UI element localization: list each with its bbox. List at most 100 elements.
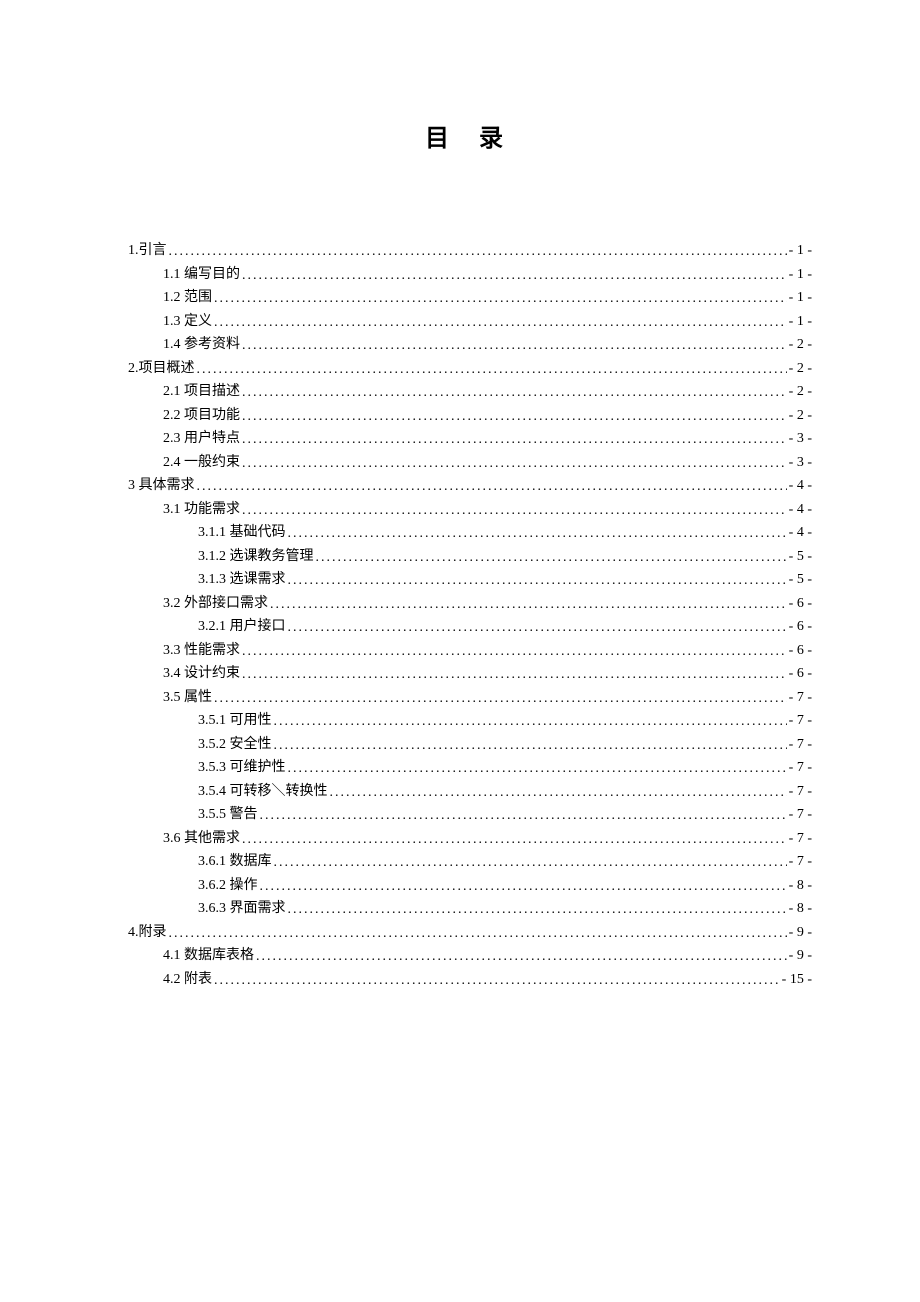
toc-entry-label: 3.1.3 选课需求 <box>198 568 286 592</box>
toc-leader-dots <box>214 287 787 311</box>
toc-entry: 3.1.2 选课教务管理 - 5 - <box>128 545 812 569</box>
toc-entry-label: 3 具体需求 <box>128 474 195 498</box>
toc-entry-label: 3.4 设计约束 <box>163 662 240 686</box>
toc-entry-page: - 15 - <box>782 968 812 992</box>
toc-leader-dots <box>288 616 787 640</box>
toc-leader-dots <box>242 381 787 405</box>
toc-entry-page: - 1 - <box>789 263 812 287</box>
toc-entry: 2.3 用户特点- 3 - <box>128 427 812 451</box>
toc-leader-dots <box>270 593 787 617</box>
toc-leader-dots <box>169 922 787 946</box>
toc-entry-page: - 1 - <box>789 310 812 334</box>
toc-entry-page: - 4 - <box>789 474 812 498</box>
toc-entry-page: - 7 - <box>789 756 812 780</box>
toc-entry-page: - 1 - <box>789 239 812 263</box>
toc-leader-dots <box>316 546 787 570</box>
toc-leader-dots <box>242 640 787 664</box>
toc-leader-dots <box>274 851 787 875</box>
toc-entry-label: 4.2 附表 <box>163 968 212 992</box>
toc-entry-page: - 6 - <box>789 639 812 663</box>
toc-entry-label: 1.引言 <box>128 239 167 263</box>
toc-entry: 4.2 附表 - 15 - <box>128 968 812 992</box>
toc-entry-label: 3.5.4 可转移＼转换性 <box>198 780 328 804</box>
toc-entry-label: 4.附录 <box>128 921 167 945</box>
toc-entry-label: 3.5.1 可用性 <box>198 709 272 733</box>
toc-leader-dots <box>242 334 787 358</box>
toc-leader-dots <box>197 475 787 499</box>
toc-title: 目 录 <box>128 118 812 153</box>
toc-entry-label: 3.5.5 警告 <box>198 803 258 827</box>
toc-entry-label: 3.1.1 基础代码 <box>198 521 286 545</box>
toc-entry: 2.4 一般约束- 3 - <box>128 451 812 475</box>
toc-leader-dots <box>274 734 787 758</box>
toc-entry: 3.1.3 选课需求 - 5 - <box>128 568 812 592</box>
toc-leader-dots <box>169 240 787 264</box>
table-of-contents: 1.引言 - 1 - 1.1 编写目的 - 1 - 1.2 范围 - 1 - 1.3 定义 -… <box>128 239 812 991</box>
toc-leader-dots <box>260 875 787 899</box>
toc-entry-page: - 2 - <box>789 380 812 404</box>
toc-entry-label: 3.1.2 选课教务管理 <box>198 545 314 569</box>
toc-entry-page: - 4 - <box>789 498 812 522</box>
toc-entry-label: 2.项目概述 <box>128 357 195 381</box>
toc-entry: 3.6.3 界面需求- 8 - <box>128 897 812 921</box>
toc-entry-label: 3.5.2 安全性 <box>198 733 272 757</box>
toc-entry-label: 3.3 性能需求 <box>163 639 240 663</box>
toc-entry-page: - 7 - <box>789 709 812 733</box>
toc-entry: 4.1 数据库表格 - 9 - <box>128 944 812 968</box>
toc-leader-dots <box>288 898 787 922</box>
toc-leader-dots <box>242 452 787 476</box>
toc-entry-page: - 7 - <box>789 733 812 757</box>
toc-entry: 2.1 项目描述- 2 - <box>128 380 812 404</box>
toc-leader-dots <box>214 687 787 711</box>
toc-entry-label: 4.1 数据库表格 <box>163 944 254 968</box>
toc-leader-dots <box>260 804 787 828</box>
toc-entry: 3.5.3 可维护性 - 7 - <box>128 756 812 780</box>
toc-entry-label: 1.4 参考资料 <box>163 333 240 357</box>
toc-entry: 3.5 属性 - 7 - <box>128 686 812 710</box>
toc-entry: 3.1 功能需求- 4 - <box>128 498 812 522</box>
toc-leader-dots <box>288 569 787 593</box>
toc-leader-dots <box>242 499 787 523</box>
toc-entry-label: 1.2 范围 <box>163 286 212 310</box>
toc-entry: 1.4 参考资料- 2 - <box>128 333 812 357</box>
toc-entry-page: - 6 - <box>789 592 812 616</box>
toc-entry: 1.引言 - 1 - <box>128 239 812 263</box>
toc-entry: 3.6.2 操作- 8 - <box>128 874 812 898</box>
toc-entry-page: - 9 - <box>789 921 812 945</box>
toc-entry-page: - 7 - <box>789 686 812 710</box>
toc-leader-dots <box>242 828 787 852</box>
toc-entry-label: 1.1 编写目的 <box>163 263 240 287</box>
toc-entry-label: 3.5.3 可维护性 <box>198 756 286 780</box>
toc-leader-dots <box>288 522 787 546</box>
toc-entry-page: - 5 - <box>789 545 812 569</box>
toc-entry: 3.2.1 用户接口- 6 - <box>128 615 812 639</box>
toc-entry-page: - 2 - <box>789 357 812 381</box>
toc-entry-label: 3.5 属性 <box>163 686 212 710</box>
toc-leader-dots <box>330 781 787 805</box>
toc-entry-page: - 1 - <box>789 286 812 310</box>
toc-entry: 3.5.5 警告 - 7 - <box>128 803 812 827</box>
toc-entry-page: - 8 - <box>789 874 812 898</box>
toc-entry-label: 2.2 项目功能 <box>163 404 240 428</box>
toc-entry-label: 3.6.1 数据库 <box>198 850 272 874</box>
toc-entry-label: 3.6 其他需求 <box>163 827 240 851</box>
toc-entry-label: 1.3 定义 <box>163 310 212 334</box>
toc-entry-page: - 7 - <box>789 803 812 827</box>
toc-entry-page: - 2 - <box>789 404 812 428</box>
toc-entry-page: - 6 - <box>789 615 812 639</box>
toc-entry-label: 2.3 用户特点 <box>163 427 240 451</box>
document-page: 目 录 1.引言 - 1 - 1.1 编写目的 - 1 - 1.2 范围 - 1 - 1.3… <box>0 0 920 991</box>
toc-entry: 3.2 外部接口需求- 6 - <box>128 592 812 616</box>
toc-entry-page: - 8 - <box>789 897 812 921</box>
toc-entry: 3.3 性能需求 - 6 - <box>128 639 812 663</box>
toc-entry: 3.5.2 安全性 - 7 - <box>128 733 812 757</box>
toc-entry-page: - 7 - <box>789 780 812 804</box>
toc-entry-page: - 5 - <box>789 568 812 592</box>
toc-entry: 3 具体需求 - 4 - <box>128 474 812 498</box>
toc-entry: 3.1.1 基础代码- 4 - <box>128 521 812 545</box>
toc-entry-page: - 3 - <box>789 451 812 475</box>
toc-entry-page: - 7 - <box>789 827 812 851</box>
toc-entry: 3.6 其他需求 - 7 - <box>128 827 812 851</box>
toc-entry-page: - 9 - <box>789 944 812 968</box>
toc-entry: 3.6.1 数据库- 7 - <box>128 850 812 874</box>
